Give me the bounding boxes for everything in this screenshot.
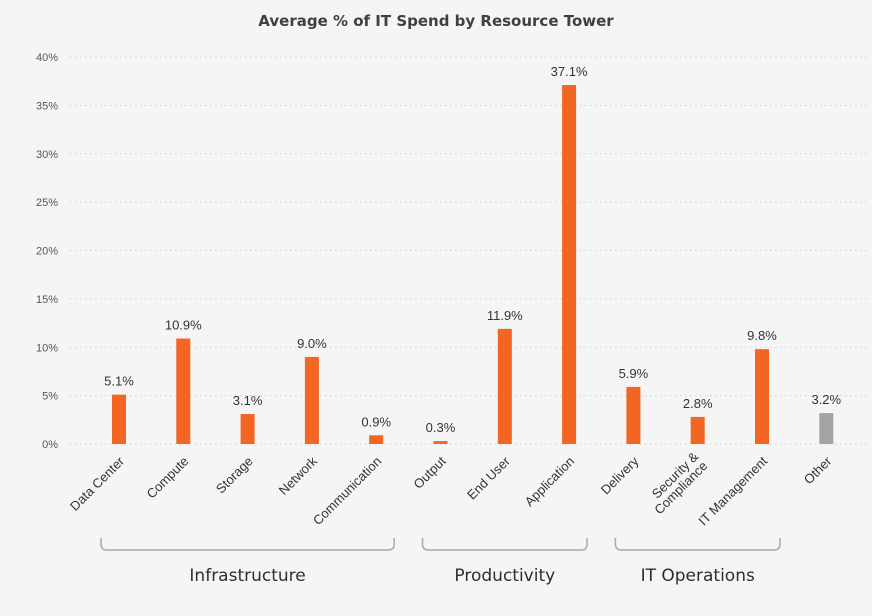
x-tick-label: Data Center: [67, 453, 128, 514]
bars: [112, 85, 834, 445]
data-label: 0.9%: [361, 414, 391, 429]
x-tick-label: Storage: [213, 454, 256, 497]
data-labels: 5.1% 10.9% 3.1% 9.0% 0.9% 0.3% 11.9% 37.1% 5.9% 2…: [104, 64, 841, 435]
x-tick-label: IT Management: [695, 453, 770, 528]
chart-title: Average % of IT Spend by Resource Tower: [258, 12, 614, 30]
x-tick-label: Other: [801, 453, 835, 487]
y-tick-label: 35%: [36, 100, 58, 112]
data-label: 0.3%: [426, 420, 456, 435]
bar: [497, 328, 512, 444]
x-tick-label: Communication: [310, 454, 384, 528]
data-label: 2.8%: [683, 396, 713, 411]
y-tick-label: 5%: [42, 391, 58, 403]
bar: [304, 356, 319, 444]
x-tick-label: Output: [410, 453, 448, 491]
bar: [369, 435, 384, 444]
bar: [755, 349, 769, 444]
x-axis: Data Center Compute Storage NetworkCommunic…: [67, 449, 835, 529]
bar: [433, 441, 448, 444]
bar: [819, 413, 834, 444]
group-label: Infrastructure: [189, 566, 305, 586]
bar: [562, 85, 577, 445]
group-bracket: [100, 538, 395, 551]
group-label: Productivity: [454, 566, 555, 586]
category-groups: Infrastructure Productivity IT Operations: [100, 538, 781, 586]
y-tick-label: 15%: [36, 294, 58, 306]
data-label: 5.9%: [619, 366, 649, 381]
x-tick-label: Delivery: [598, 453, 642, 497]
x-tick-label: Application: [522, 454, 578, 510]
y-tick-label: 25%: [36, 197, 58, 209]
gridlines: [70, 56, 868, 445]
bar: [112, 394, 126, 444]
x-tick-label: Security &Compliance: [642, 449, 711, 518]
x-tick-label: Network: [276, 453, 321, 498]
x-tick-label: End User: [464, 453, 513, 502]
bar: [626, 386, 641, 444]
y-tick-label: 20%: [36, 246, 58, 258]
y-axis: 0% 5% 10% 15% 20% 25% 30% 35% 40%: [36, 52, 58, 451]
data-label: 9.8%: [747, 328, 777, 343]
bar: [690, 416, 705, 444]
data-label: 9.0%: [297, 336, 327, 351]
data-label: 11.9%: [487, 308, 523, 323]
y-tick-label: 40%: [36, 52, 58, 64]
data-label: 3.1%: [233, 393, 263, 408]
group-bracket: [421, 538, 588, 551]
bar: [240, 414, 255, 444]
y-tick-label: 30%: [36, 149, 58, 161]
y-tick-label: 0%: [42, 439, 58, 451]
group-bracket: [614, 538, 781, 551]
data-label: 10.9%: [165, 318, 202, 333]
y-tick-label: 10%: [36, 342, 58, 354]
bar: [176, 338, 191, 444]
data-label: 5.1%: [104, 374, 134, 389]
x-tick-label: Compute: [144, 454, 192, 502]
data-label: 3.2%: [811, 392, 841, 407]
group-label: IT Operations: [641, 566, 755, 586]
data-label: 37.1%: [551, 64, 588, 79]
